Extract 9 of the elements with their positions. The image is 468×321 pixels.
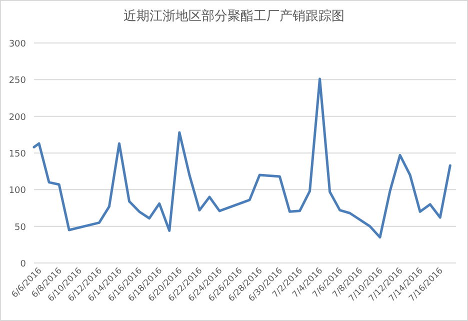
chart-title: 近期江浙地区部分聚酯工厂产销跟踪图 bbox=[124, 9, 344, 24]
y-tick-label: 0 bbox=[20, 260, 26, 270]
y-tick-label: 150 bbox=[8, 150, 26, 160]
y-tick-label: 300 bbox=[8, 40, 26, 50]
y-tick-label: 100 bbox=[8, 186, 26, 196]
y-tick-label: 50 bbox=[14, 222, 26, 233]
line-series bbox=[32, 78, 452, 239]
y-tick-label: 200 bbox=[8, 112, 26, 123]
y-tick-label: 250 bbox=[8, 76, 26, 86]
